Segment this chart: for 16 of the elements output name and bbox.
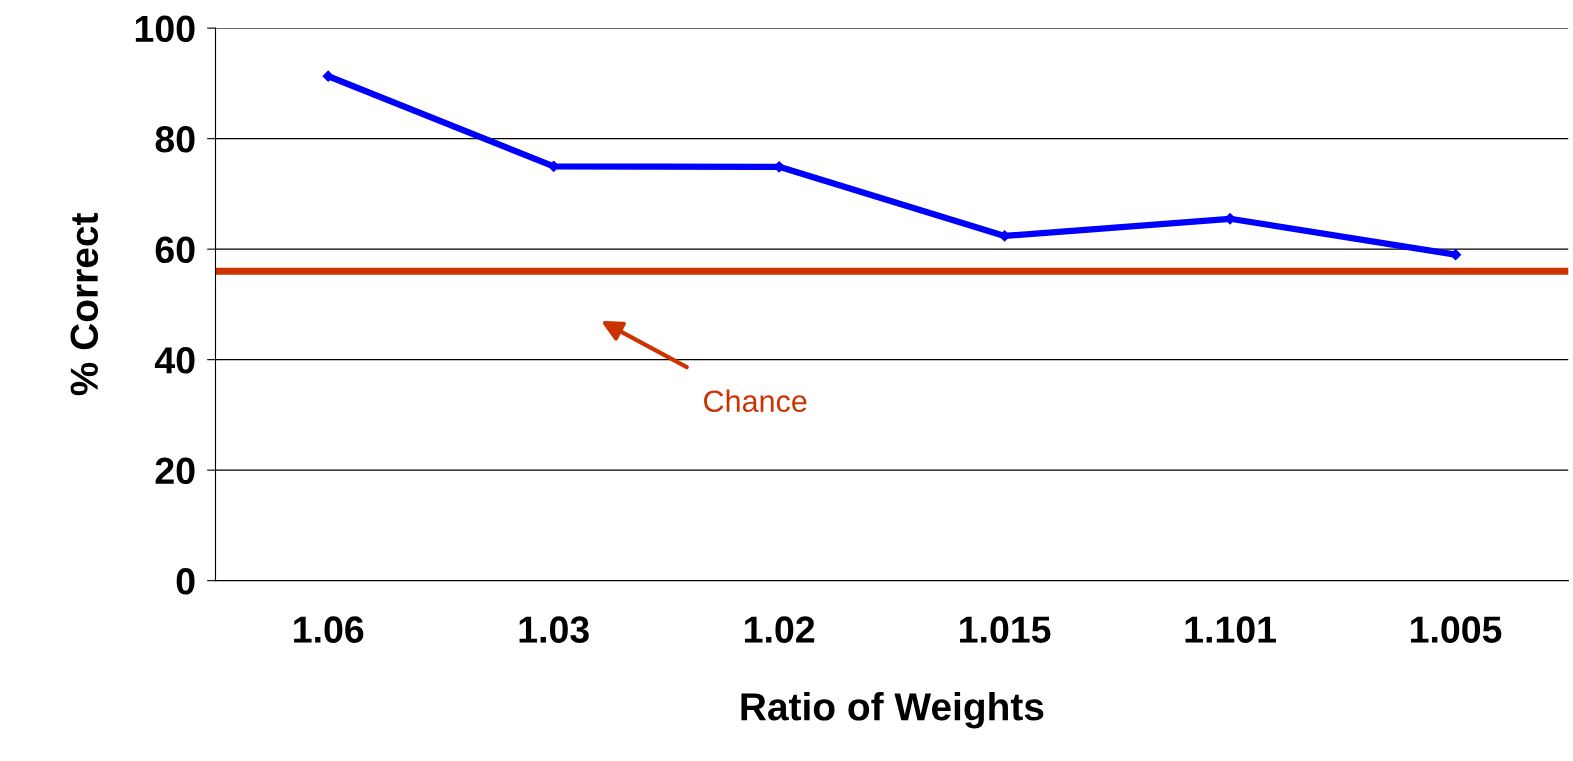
y-tick-label: 20 [155,457,195,485]
y-tick-label: 100 [135,15,195,43]
x-tick-label: 1.03 [519,616,589,643]
x-tick-label: 1.015 [960,616,1051,643]
point [322,70,334,82]
y-tick-label: 80 [155,126,195,153]
y-tick-label: 60 [155,236,195,264]
x-tick-label: 1.02 [745,616,815,643]
x-tick-label: 1.005 [1410,616,1502,643]
x-axis-title: Ratio of Weights [741,691,1044,729]
ref-line-label: Chance [704,389,807,413]
x-tick-label: 1.101 [1185,616,1276,643]
y-axis-title: % Correct [70,213,99,396]
x-tick-label: 1.06 [294,616,364,643]
y-tick-label: 0 [176,568,195,595]
y-tick-label: 40 [154,347,195,374]
